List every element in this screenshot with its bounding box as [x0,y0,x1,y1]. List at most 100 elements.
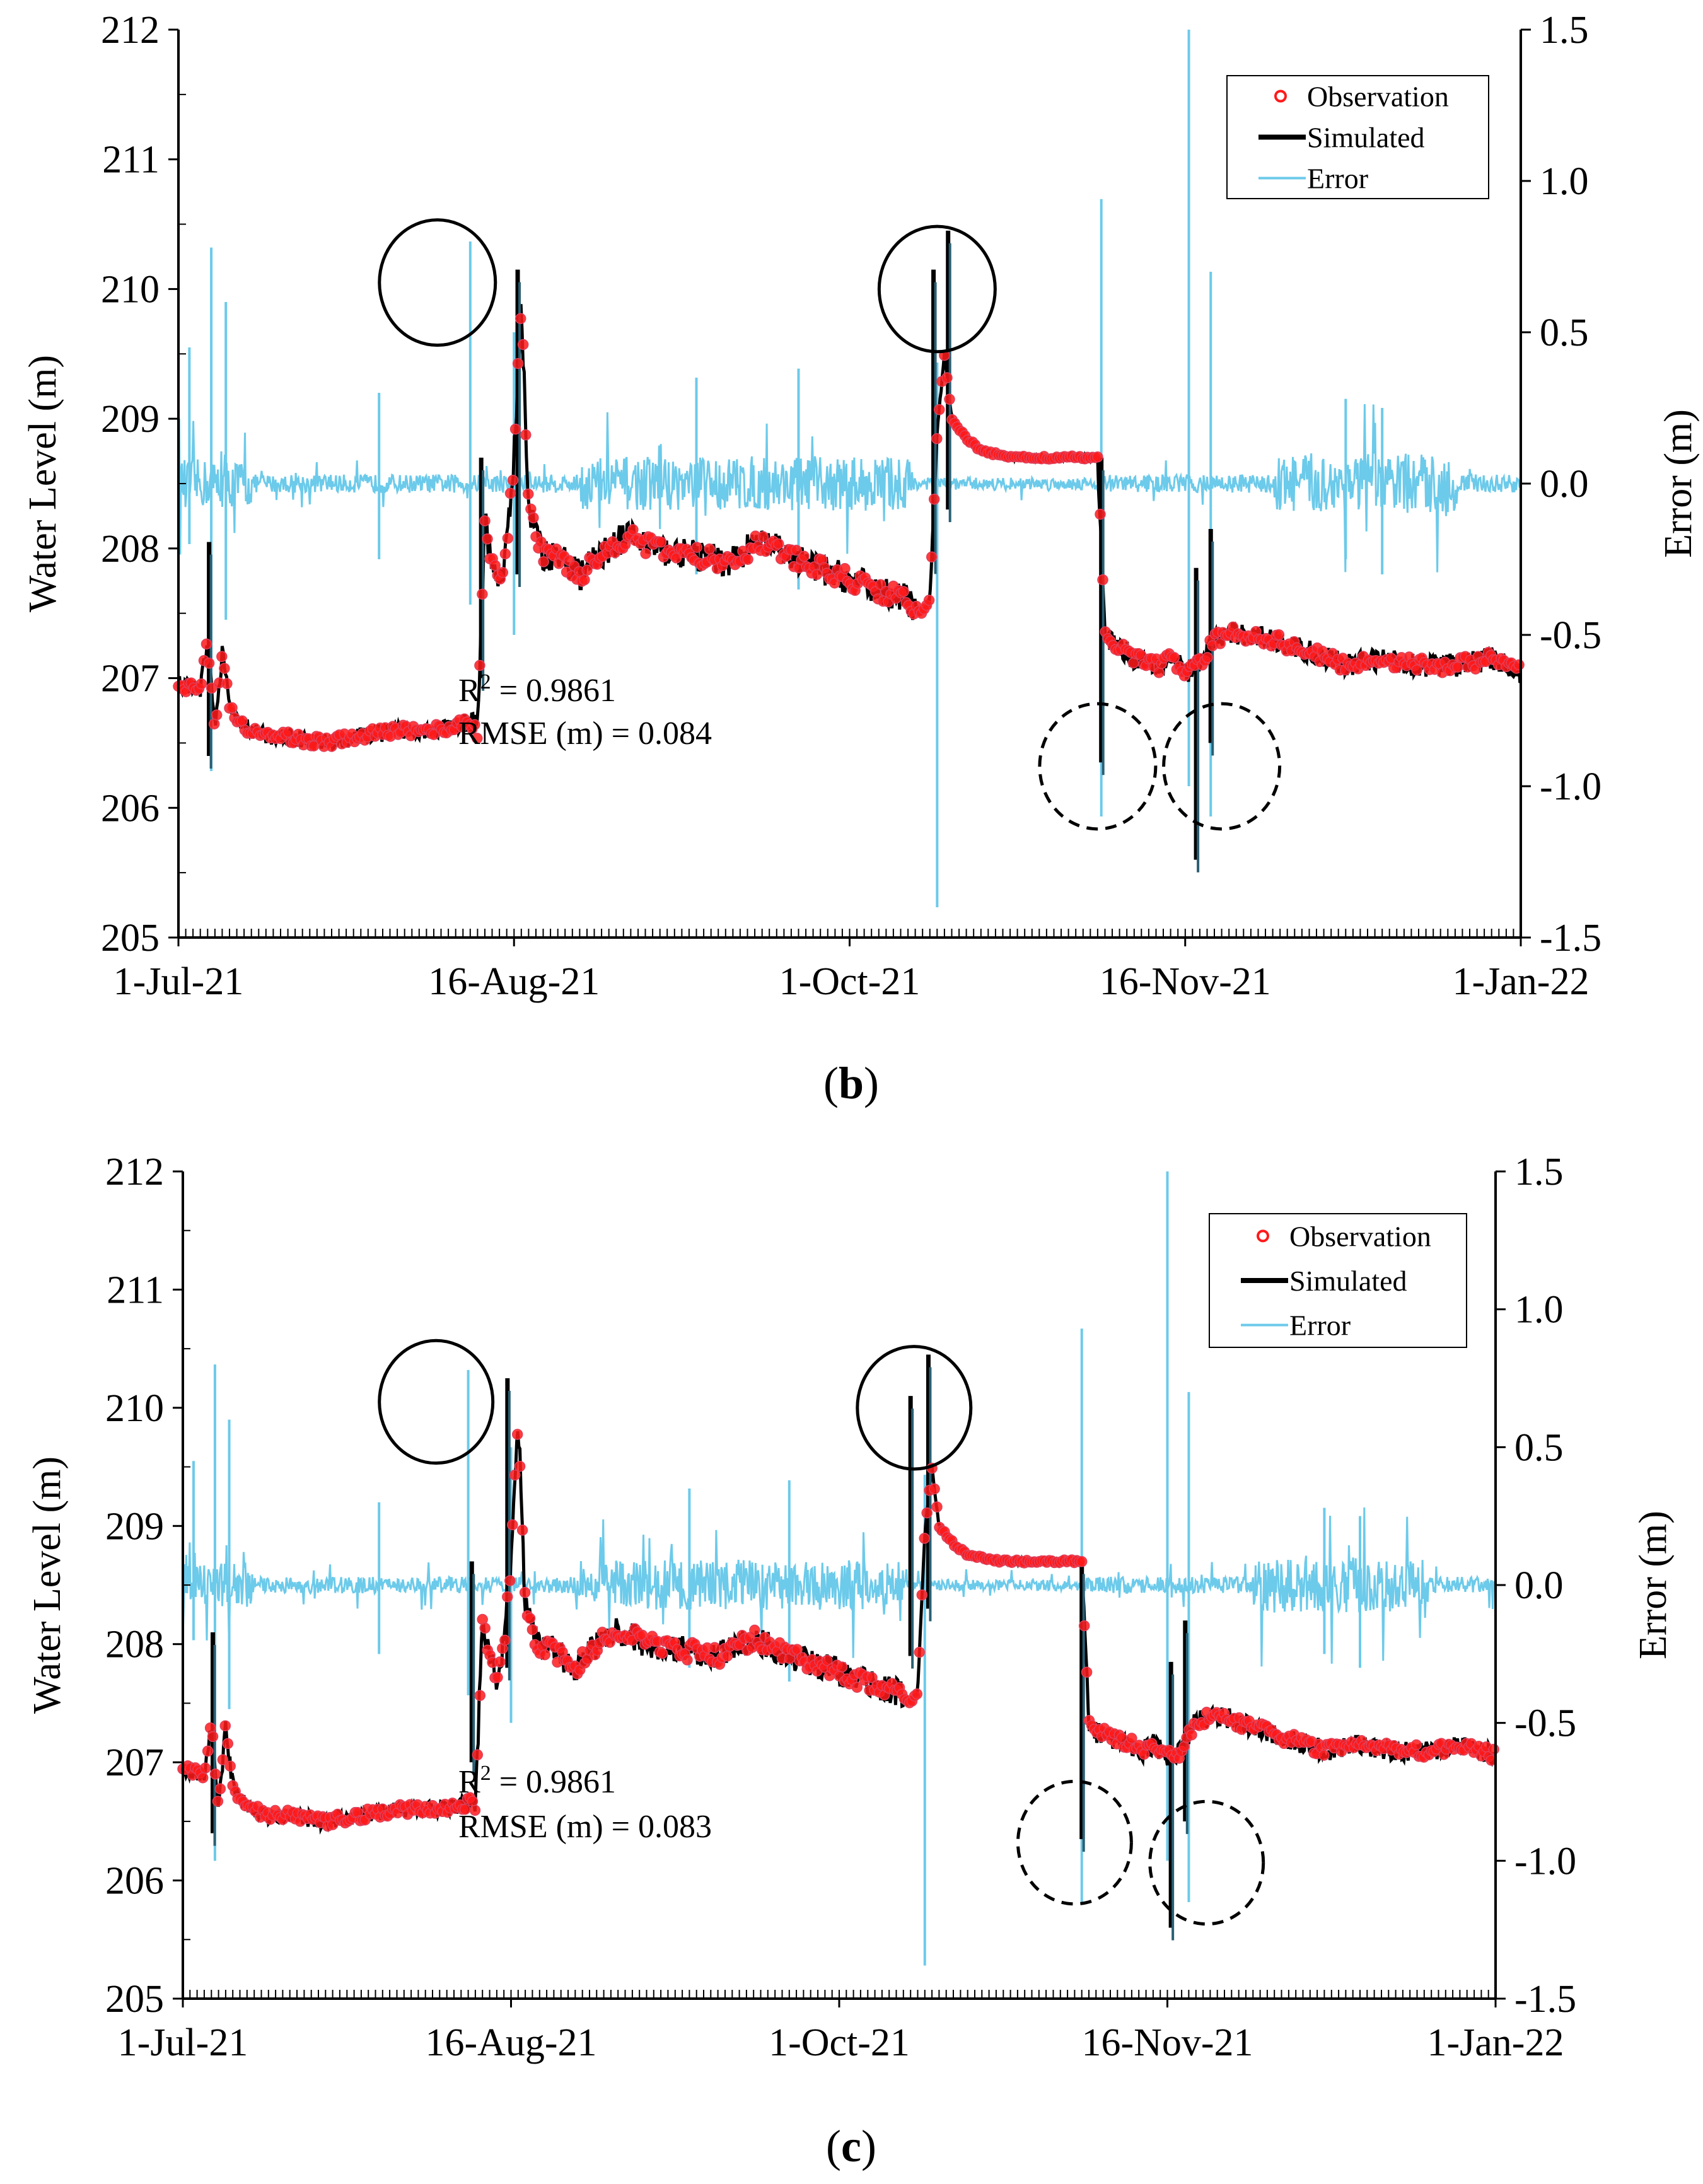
y2-tick-label: 0.5 [1514,1426,1564,1469]
observation-series [173,313,1525,752]
observation-point [1202,652,1213,663]
legend-error-label: Error [1289,1310,1351,1342]
y-axis-title: Water Level (m) [21,355,64,612]
observation-point [523,488,534,500]
observation-point [504,1575,516,1586]
observation-point [791,545,802,556]
observation-point [236,715,248,727]
observation-point [507,1519,518,1531]
observation-point [206,682,218,694]
x-tick-label: 1-Jul-21 [113,960,244,1003]
observation-point [1092,451,1103,463]
legend: Observation Simulated Error [1226,75,1489,199]
observation-point [477,588,488,600]
observation-point [1410,1739,1422,1751]
dashed-annotation-circle [1016,1779,1133,1906]
observation-point [514,313,526,325]
observation-point [226,702,238,714]
observation-point [474,659,485,671]
dashed-annotation-circle [1162,702,1282,831]
x-tick-label: 1-Jan-22 [1427,2021,1564,2064]
y-tick-label: 211 [107,1269,164,1311]
observation-point [499,548,511,560]
solid-annotation-circle [856,1345,973,1471]
observation-point [474,1690,486,1701]
observation-point [836,1661,848,1673]
y-tick-label: 208 [105,1623,164,1666]
dashed-annotation-circle [1038,702,1158,831]
panel-label: (c) [826,2121,876,2171]
observation-point [519,1587,531,1598]
y-tick-label: 210 [101,268,160,311]
observation-point [282,726,294,738]
observation-point [526,1623,538,1635]
observation-point [640,548,651,559]
observation-point [507,474,519,486]
observation-point [469,1804,481,1816]
observation-point [1076,1556,1088,1567]
observation-point [201,638,212,650]
y-axis-title: Water Level (m) [26,1456,69,1714]
legend: Observation Simulated Error [1209,1213,1467,1348]
y2-axis-title: Error (m) [1657,409,1700,558]
observation-point [1168,652,1180,663]
y2-tick-label: 1.0 [1514,1289,1564,1332]
y2-tick-label: 1.0 [1540,160,1589,203]
observation-point [798,550,810,562]
observation-point [921,1507,933,1519]
y-tick-label: 205 [105,1978,164,2021]
y-tick-label: 211 [102,139,160,182]
rmse-label: RMSE (m) = 0.083 [458,1809,712,1845]
observation-point [212,1796,224,1807]
observation-point [216,651,228,663]
observation-point [538,556,549,567]
observation-point [203,658,215,669]
error-series-line [182,1507,1496,1667]
observation-point [1095,508,1106,520]
observation-point [916,1589,928,1601]
y-tick-label: 207 [105,1741,164,1784]
observation-point [839,563,851,574]
x-tick-label: 1-Jul-21 [118,2021,248,2064]
observation-point [691,542,702,553]
observation-point [931,1501,943,1513]
y-tick-label: 209 [101,398,160,441]
observation-point [1078,1620,1090,1632]
observation-point [682,1654,693,1666]
observation-point [497,567,509,578]
observation-point [1127,657,1139,669]
y2-tick-label: 1.5 [1514,1151,1564,1194]
observation-point [207,1731,219,1743]
error-series-line [177,404,1521,572]
observation-point [1273,629,1285,641]
y2-tick-label: 0.5 [1540,311,1589,354]
observation-point [517,339,529,351]
observation-point [914,1646,926,1658]
observation-point [489,560,501,571]
y2-tick-label: -0.5 [1540,614,1601,657]
observation-point [202,1745,214,1757]
x-tick-label: 16-Aug-21 [428,960,600,1003]
r-squared-label: R2 = 0.9861 [458,1762,616,1800]
r-squared-label: R2 = 0.9861 [458,670,616,709]
observation-point [1081,1666,1093,1678]
observation-point [214,1783,226,1795]
legend-observation-label: Observation [1307,81,1449,113]
observation-point [492,1671,503,1683]
observation-point [197,1772,209,1784]
observation-point [749,1624,760,1636]
observation-point [866,1672,878,1683]
observation-point [928,494,940,505]
y2-tick-label: -1.0 [1540,765,1601,808]
observation-point [512,357,524,369]
observation-point [919,1533,930,1544]
observation-point [217,1754,229,1765]
observation-point [472,733,483,744]
observation-point [1214,638,1226,649]
observation-point [211,709,223,721]
observation-point [524,1612,536,1624]
legend-simulated-label: Simulated [1307,122,1425,154]
observation-point [516,1525,528,1536]
solid-annotation-circle [877,224,997,354]
